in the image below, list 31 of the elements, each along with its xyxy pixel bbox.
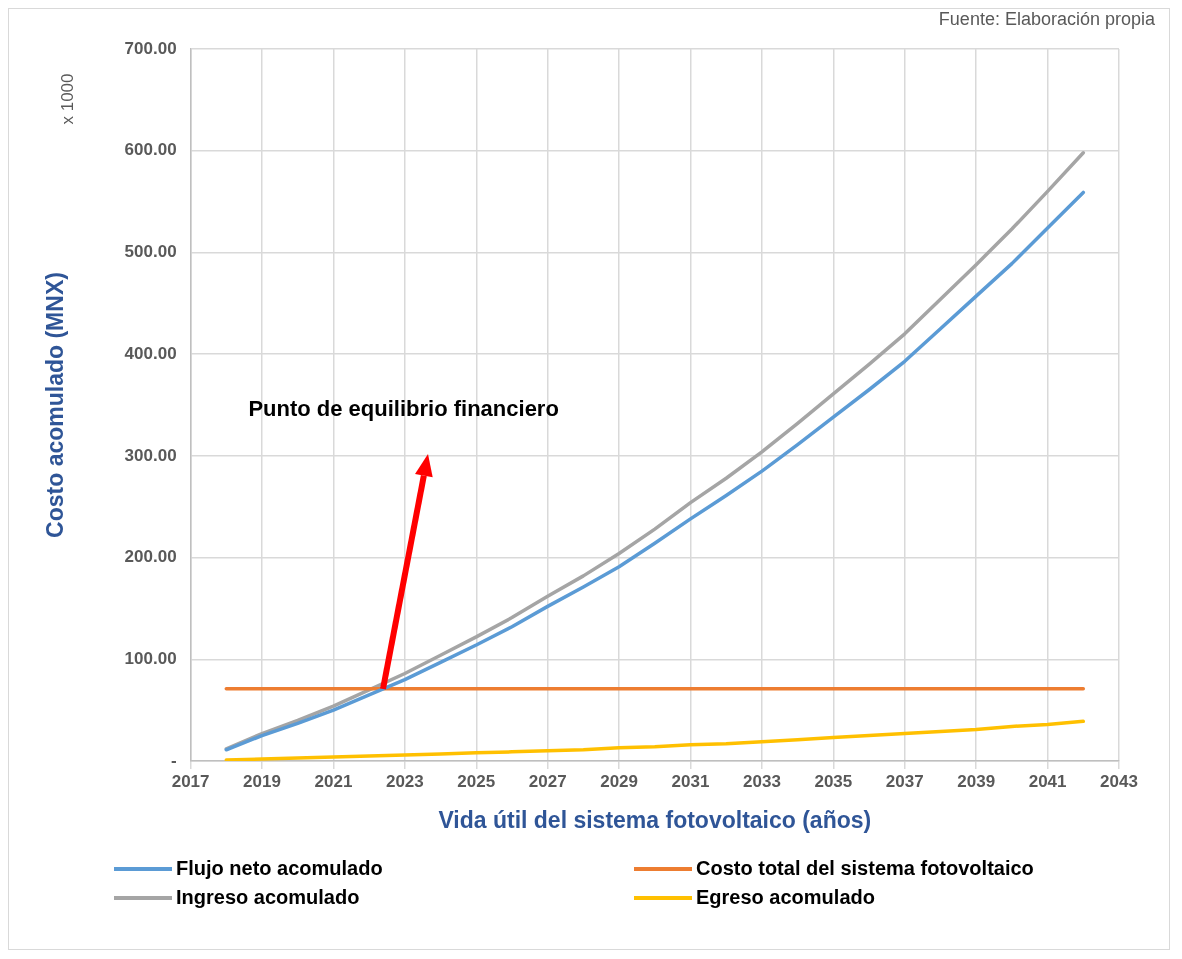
- y-tick-label: 500.00: [124, 242, 177, 262]
- legend-label: Flujo neto acomulado: [176, 857, 383, 880]
- x-tick-label: 2021: [314, 771, 353, 791]
- y-tick-label: 600.00: [124, 140, 177, 160]
- source-note: Fuente: Elaboración propia: [938, 8, 1156, 29]
- x-tick-label: 2029: [600, 771, 638, 791]
- y-tick-label: 400.00: [124, 343, 177, 363]
- y-tick-label: 200.00: [124, 547, 177, 567]
- x-tick-label: 2037: [885, 771, 924, 791]
- x-tick-label: 2025: [457, 771, 496, 791]
- legend-label: Ingreso acomulado: [176, 886, 360, 909]
- annotation: Punto de equilibrio financiero: [248, 395, 559, 422]
- x-tick-label: 2017: [171, 771, 210, 791]
- y-tick-label: 100.00: [124, 648, 177, 668]
- x-tick-label: 2035: [814, 771, 853, 791]
- legend-label: Egreso acomulado: [696, 886, 875, 909]
- x-tick-label: 2023: [385, 771, 424, 791]
- y-axis-title: Costo acomulado (MNX): [42, 272, 69, 538]
- x-tick-label: 2031: [671, 771, 710, 791]
- x-tick-label: 2027: [528, 771, 567, 791]
- x-tick-label: 2043: [1100, 771, 1138, 791]
- text: x 1000: [58, 73, 78, 125]
- legend-label: Costo total del sistema fotovoltaico: [696, 857, 1034, 880]
- y-tick-label: -: [170, 750, 177, 770]
- y-tick-label: 300.00: [124, 445, 177, 465]
- x-tick-label: 2041: [1028, 771, 1067, 791]
- x-axis-title: Vida útil del sistema fotovoltaico (años): [438, 806, 872, 833]
- x-tick-label: 2039: [957, 771, 996, 791]
- y-tick-label: 700.00: [124, 38, 177, 58]
- x-tick-label: 2019: [243, 771, 281, 791]
- x-tick-label: 2033: [743, 771, 781, 791]
